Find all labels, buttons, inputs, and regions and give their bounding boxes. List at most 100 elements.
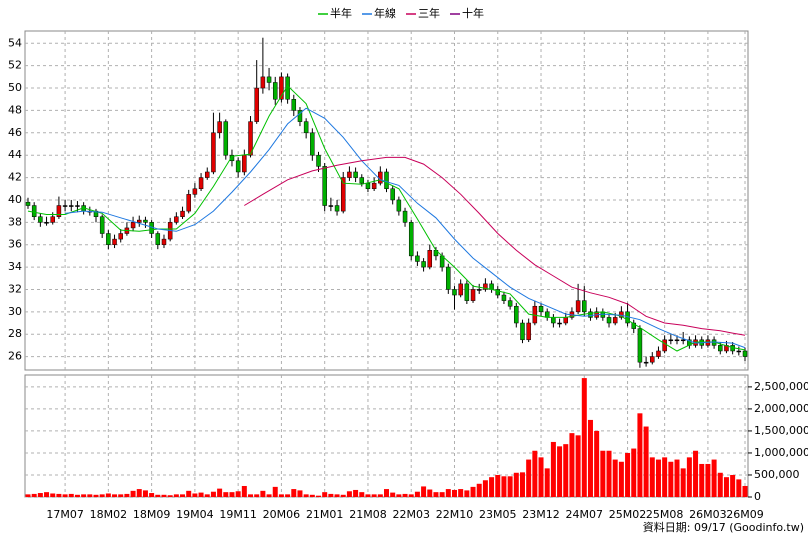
volume-bar bbox=[266, 494, 272, 497]
candle-body bbox=[340, 177, 346, 212]
volume-bar bbox=[742, 485, 748, 497]
candle-body bbox=[75, 205, 80, 207]
candle-body bbox=[272, 82, 278, 100]
volume-bar bbox=[155, 494, 161, 497]
candle-body bbox=[557, 322, 562, 325]
y-tick-label: 28 bbox=[8, 327, 22, 340]
volume-bar bbox=[600, 450, 606, 497]
volume-bar bbox=[322, 492, 328, 497]
volume-bar bbox=[25, 494, 31, 497]
y2-tick-label: 1,500,000 bbox=[754, 424, 808, 437]
candle-body bbox=[248, 121, 253, 156]
legend-label: 年線 bbox=[374, 6, 396, 20]
candle-body bbox=[643, 361, 649, 364]
volume-bar bbox=[223, 492, 229, 497]
volume-bar bbox=[587, 419, 593, 497]
candle-body bbox=[656, 350, 661, 357]
candle-body bbox=[464, 283, 470, 301]
candle-body bbox=[662, 339, 667, 352]
volume-bar bbox=[260, 490, 266, 497]
volume-bar bbox=[112, 494, 118, 497]
candle-body bbox=[446, 266, 451, 290]
candle-body bbox=[514, 305, 519, 324]
volume-bar bbox=[519, 472, 525, 497]
volume-bar bbox=[526, 459, 532, 497]
volume-bar bbox=[680, 468, 686, 497]
volume-bar bbox=[210, 491, 216, 497]
volume-bar bbox=[464, 490, 470, 497]
volume-bar bbox=[167, 495, 173, 497]
volume-bar bbox=[674, 459, 680, 497]
candle-body bbox=[365, 182, 371, 190]
volume-bar bbox=[81, 494, 87, 497]
candle-body bbox=[582, 300, 587, 313]
volume-bar bbox=[62, 494, 68, 497]
candle-body bbox=[328, 205, 334, 207]
y2-tick-label: 1,000,000 bbox=[754, 446, 808, 459]
volume-bar bbox=[192, 493, 198, 497]
volume-bar bbox=[149, 493, 155, 497]
x-tick-label: 26M03 bbox=[689, 508, 727, 521]
candle-body bbox=[112, 238, 117, 245]
volume-bar bbox=[723, 477, 729, 497]
candle-body bbox=[742, 350, 748, 357]
x-tick-label: 25M02 bbox=[609, 508, 647, 521]
volume-bar bbox=[130, 490, 136, 497]
y-tick-label: 54 bbox=[8, 36, 22, 49]
candle-body bbox=[359, 177, 365, 184]
candle-body bbox=[143, 219, 148, 223]
volume-bar bbox=[254, 494, 260, 497]
volume-bar bbox=[272, 486, 278, 497]
x-tick-label: 22M10 bbox=[436, 508, 474, 521]
volume-bar bbox=[618, 461, 624, 497]
volume-bar bbox=[37, 493, 43, 497]
candle-body bbox=[186, 194, 191, 212]
candle-body bbox=[217, 121, 222, 134]
candle-body bbox=[266, 76, 272, 83]
legend-label: 半年 bbox=[330, 6, 352, 20]
volume-bar bbox=[309, 494, 315, 497]
volume-bar bbox=[476, 483, 482, 497]
candle-body bbox=[180, 210, 185, 217]
volume-bar bbox=[346, 491, 352, 497]
volume-bar bbox=[637, 413, 643, 497]
candle-body bbox=[310, 132, 315, 156]
volume-bar bbox=[142, 490, 148, 497]
candle-body bbox=[38, 216, 43, 223]
volume-bar bbox=[217, 488, 223, 497]
candle-body bbox=[254, 87, 259, 122]
candle-body bbox=[229, 154, 235, 162]
x-tick-label: 23M12 bbox=[522, 508, 560, 521]
volume-bar bbox=[31, 493, 37, 497]
volume-bar bbox=[532, 450, 538, 497]
candle-body bbox=[507, 300, 513, 307]
candle-body bbox=[130, 222, 136, 229]
x-tick-label: 26M09 bbox=[726, 508, 764, 521]
y-tick-label: 32 bbox=[8, 282, 22, 295]
volume-bar bbox=[303, 494, 309, 497]
candle-body bbox=[452, 289, 457, 296]
volume-bar bbox=[56, 493, 62, 497]
volume-bar bbox=[50, 493, 56, 497]
y-tick-label: 34 bbox=[8, 260, 22, 273]
volume-bar bbox=[204, 494, 210, 497]
candle-body bbox=[396, 199, 402, 212]
candle-body bbox=[384, 171, 389, 190]
y2-tick-label: 0 bbox=[754, 490, 761, 503]
y-tick-label: 38 bbox=[8, 215, 22, 228]
candle-body bbox=[198, 177, 204, 190]
volume-bar bbox=[649, 457, 655, 497]
x-tick-label: 20M06 bbox=[263, 508, 301, 521]
candle-body bbox=[390, 188, 395, 201]
volume-bar bbox=[711, 459, 717, 497]
volume-bar bbox=[124, 493, 130, 497]
volume-bar bbox=[594, 430, 600, 497]
y-tick-label: 46 bbox=[8, 126, 22, 139]
volume-bar bbox=[458, 489, 464, 497]
volume-bar bbox=[93, 494, 99, 497]
candle-body bbox=[668, 339, 674, 342]
candle-body bbox=[279, 76, 284, 100]
volume-bar bbox=[291, 489, 297, 497]
volume-bar bbox=[340, 494, 346, 497]
volume-bar bbox=[439, 492, 445, 497]
